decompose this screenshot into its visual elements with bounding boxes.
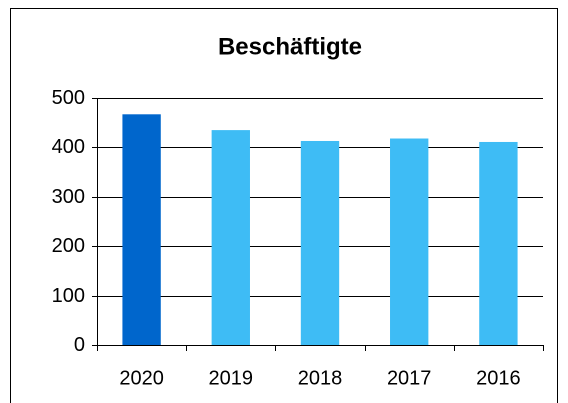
x-tick-label: 2017 <box>387 367 432 389</box>
x-tick-label: 2020 <box>119 367 164 389</box>
x-tick-label: 2019 <box>209 367 254 389</box>
y-tick-label: 300 <box>52 186 85 208</box>
bar <box>122 114 161 345</box>
y-tick-label: 400 <box>52 136 85 158</box>
bar <box>479 141 518 345</box>
x-tick-label: 2018 <box>298 367 343 389</box>
chart-frame <box>10 8 558 403</box>
bar <box>211 130 250 345</box>
y-tick-label: 0 <box>74 334 85 356</box>
chart-title: Beschäftigte <box>218 33 362 60</box>
y-tick-label: 100 <box>52 285 85 307</box>
y-tick-label: 200 <box>52 235 85 257</box>
x-tick-label: 2016 <box>476 367 521 389</box>
bar <box>300 140 340 345</box>
bar <box>390 138 429 345</box>
y-tick-label: 500 <box>52 87 85 109</box>
